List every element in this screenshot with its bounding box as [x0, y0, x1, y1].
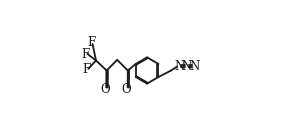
Text: F: F [87, 36, 95, 49]
Text: N: N [174, 60, 184, 73]
Text: N: N [189, 60, 199, 73]
Text: N: N [181, 60, 192, 73]
Text: O: O [100, 83, 109, 96]
Text: O: O [121, 83, 131, 96]
Text: F: F [81, 48, 89, 61]
Text: F: F [82, 63, 90, 76]
